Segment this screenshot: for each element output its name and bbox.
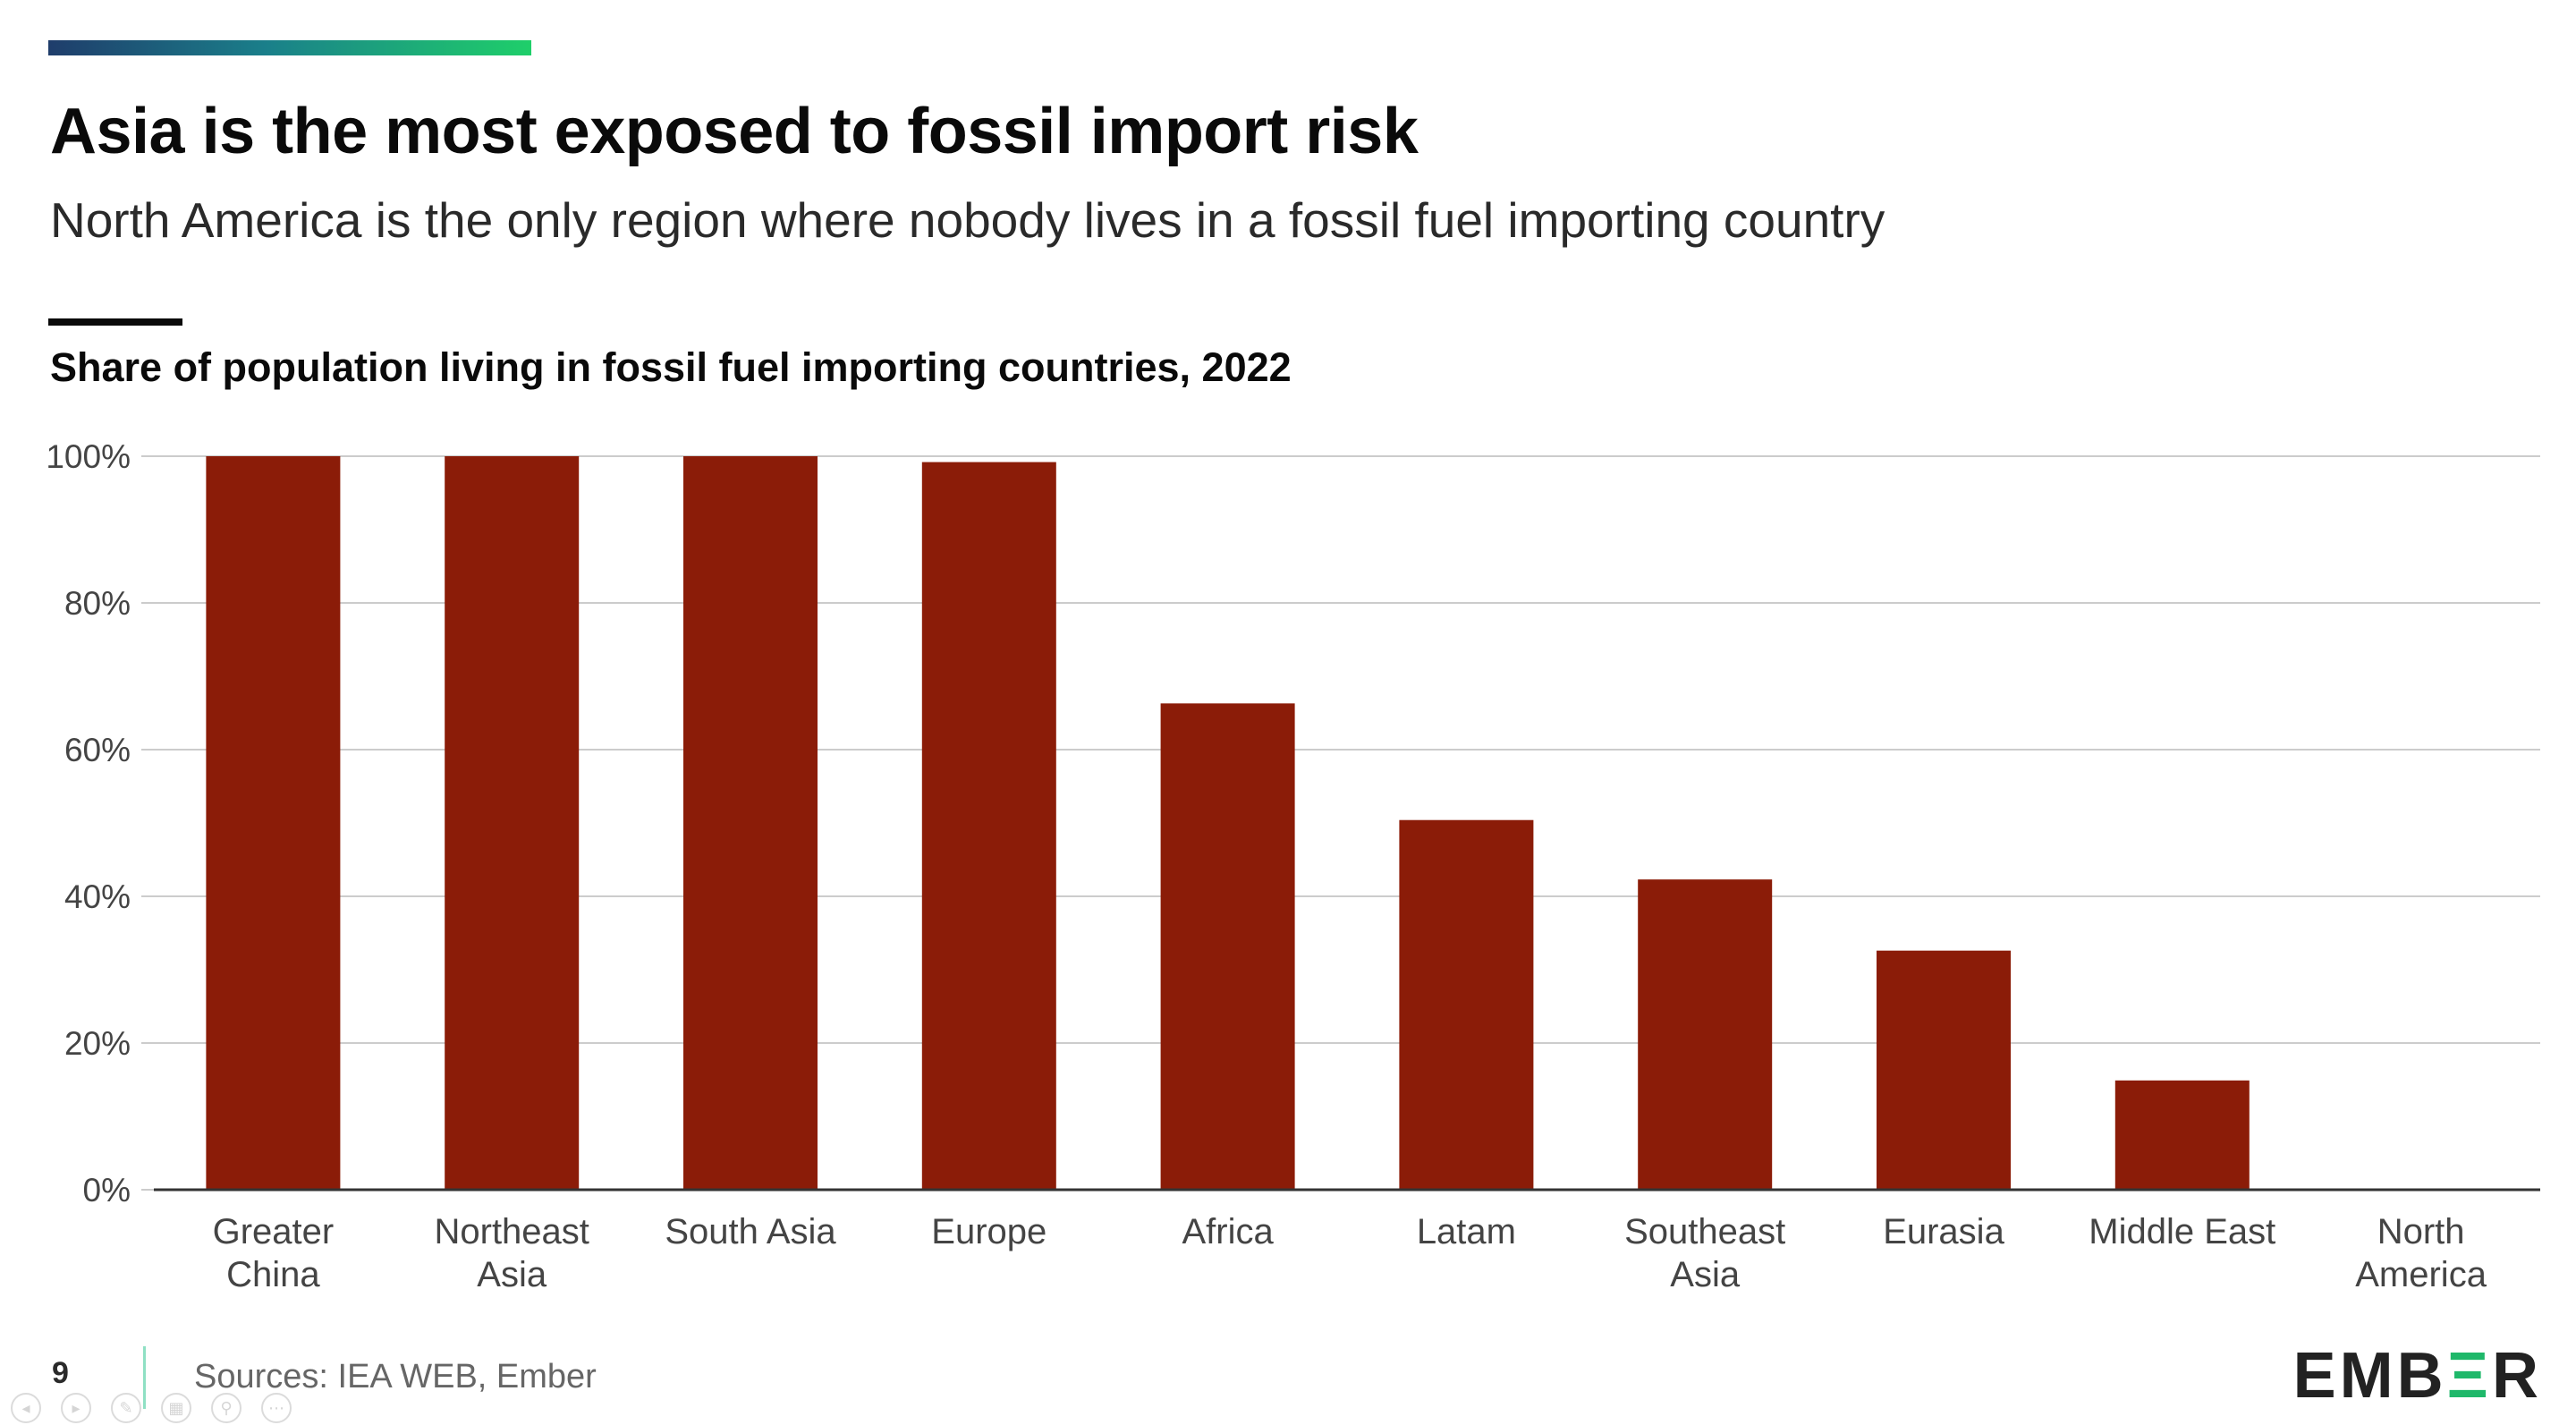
footer-divider <box>143 1346 146 1409</box>
y-tick-label: 0% <box>83 1172 131 1209</box>
zoom-icon[interactable]: ⚲ <box>211 1393 242 1423</box>
page-number: 9 <box>52 1356 69 1390</box>
more-icon[interactable]: ⋯ <box>261 1393 292 1423</box>
page-subtitle: North America is the only region where n… <box>50 192 1885 248</box>
sources-note: Sources: IEA WEB, Ember <box>194 1358 597 1395</box>
page-title: Asia is the most exposed to fossil impor… <box>50 96 1419 167</box>
x-tick-label: Africa <box>1182 1212 1274 1251</box>
bar <box>445 456 580 1190</box>
slideshow-controls: ◂ ▸ ✎ ▦ ⚲ ⋯ <box>11 1393 292 1425</box>
slides-icon[interactable]: ▦ <box>161 1393 191 1423</box>
bar <box>1399 819 1534 1190</box>
tick-labels: 0% 20% 40% 60% 80% 100% Greater China Northeast A… <box>46 438 2487 1294</box>
x-tick-label: Greater China <box>213 1212 335 1294</box>
bar <box>921 462 1056 1190</box>
bar <box>2114 1080 2250 1190</box>
ember-logo: EMBΞR <box>2292 1340 2542 1412</box>
previous-icon[interactable]: ◂ <box>11 1393 41 1423</box>
chart-title: Share of population living in fossil fue… <box>50 344 1292 390</box>
x-tick-label: Europe <box>931 1212 1046 1251</box>
axes <box>141 455 2540 1192</box>
bars <box>206 456 2250 1190</box>
next-icon[interactable]: ▸ <box>61 1393 91 1423</box>
bar <box>1160 703 1295 1190</box>
x-tick-label: Latam <box>1417 1212 1516 1251</box>
x-tick-label: Eurasia <box>1883 1212 2004 1251</box>
y-tick-label: 60% <box>64 732 131 768</box>
bar <box>206 456 341 1190</box>
y-tick-label: 40% <box>64 878 131 915</box>
x-tick-label: Southeast Asia <box>1624 1212 1785 1294</box>
accent-bar <box>48 40 531 55</box>
pen-icon[interactable]: ✎ <box>111 1393 141 1423</box>
x-tick-label: South Asia <box>665 1212 836 1251</box>
x-tick-label: North America <box>2355 1212 2487 1294</box>
y-tick-label: 100% <box>46 438 131 475</box>
x-tick-label: Northeast Asia <box>434 1212 589 1294</box>
section-divider <box>48 318 182 326</box>
y-tick-label: 80% <box>64 585 131 622</box>
x-tick-label: Middle East <box>2089 1212 2275 1251</box>
bar <box>683 456 818 1190</box>
bar <box>1877 950 2011 1190</box>
y-tick-label: 20% <box>64 1025 131 1062</box>
bar <box>1638 879 1773 1190</box>
